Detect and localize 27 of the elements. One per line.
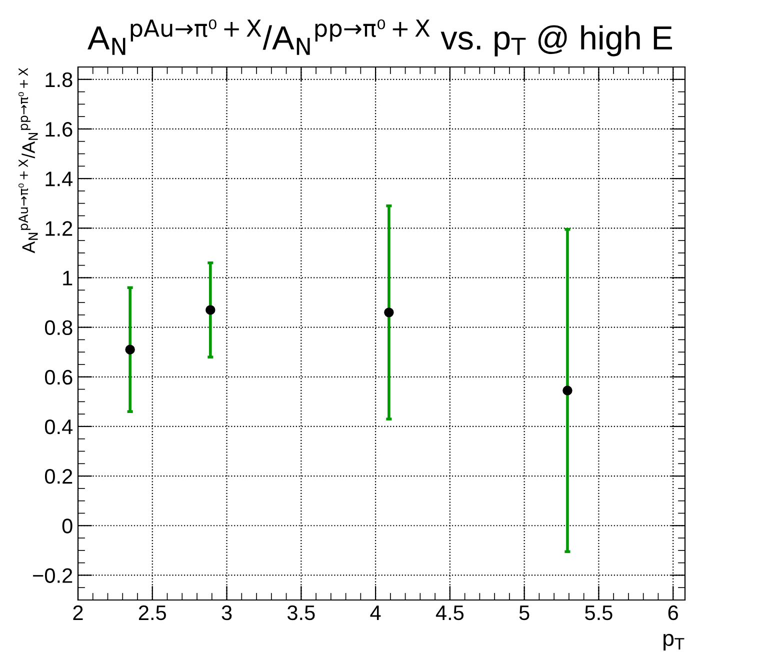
x-tick-label: 5	[519, 606, 530, 620]
y-tick-label: 0.8	[44, 320, 72, 336]
point	[206, 305, 216, 315]
x-tick-label: 2.5	[138, 605, 166, 620]
y-tick-label: 0.6	[44, 370, 72, 385]
y-tick-label: 1.2	[46, 221, 72, 236]
y-tick-label: −0.2	[33, 568, 72, 583]
y-axis-title: A$_{N}$$^{pAu→π⁰+X}$/A$_{N}$$^{pp→π⁰+X}$	[18, 68, 38, 254]
x-tick-label: 4	[370, 606, 381, 620]
x-tick-label: 5.5	[585, 606, 612, 620]
x-tick-label: 2	[73, 605, 83, 620]
point	[562, 386, 572, 396]
y-tick-label: 1.8	[46, 72, 72, 88]
point	[125, 344, 135, 354]
y-tick-label: 0.4	[44, 419, 73, 434]
y-tick-label: 1.4	[46, 172, 73, 186]
x-tick-label: 3.5	[287, 605, 315, 620]
x-tick-label: 3	[222, 605, 232, 620]
y-tick-label: 0	[62, 518, 72, 534]
x-axis-title: p$_{T}$	[664, 634, 684, 650]
x-tick-label: 4.5	[436, 606, 464, 620]
y-tick-label: 1	[63, 270, 72, 286]
y-tick-label: 1.6	[46, 122, 72, 137]
chart-title: A$_{N}$$^{pAu→π⁰+X}$/A$_{N}$$^{pp→π⁰+X}$ vs. p$_{T}$ @ high E	[88, 19, 672, 56]
x-tick-label: 6	[668, 605, 678, 620]
y-tick-label: 0.2	[44, 469, 72, 484]
point	[384, 308, 394, 318]
